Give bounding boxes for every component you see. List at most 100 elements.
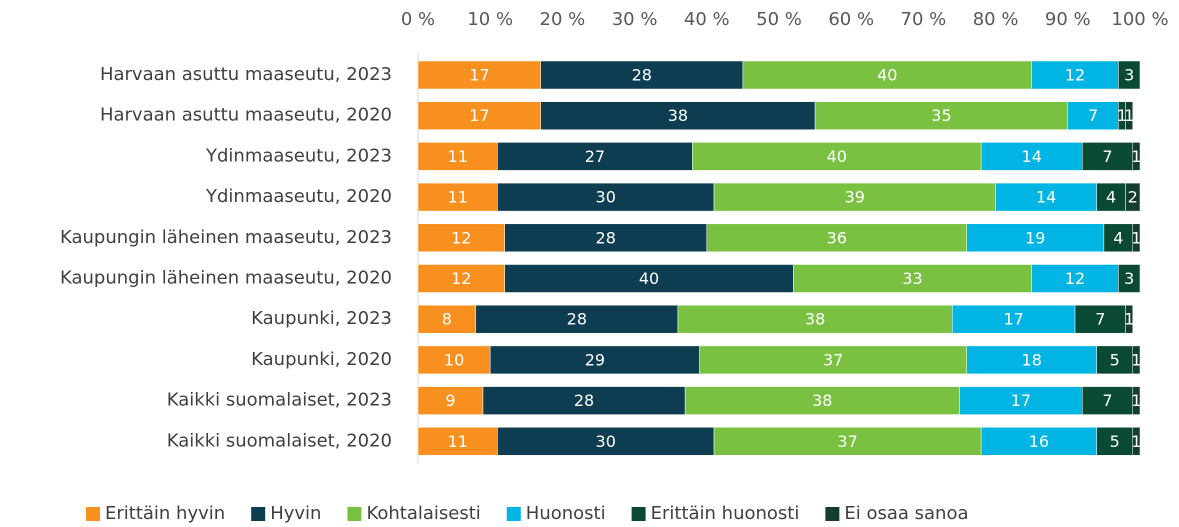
data-label: 35	[931, 106, 951, 125]
x-tick-label: 50 %	[756, 9, 802, 30]
data-label: 17	[1003, 310, 1023, 329]
data-label: 7	[1102, 391, 1112, 410]
data-label: 14	[1036, 188, 1056, 207]
data-label: 29	[585, 350, 605, 369]
bar-segment	[1132, 142, 1141, 171]
data-label: 1	[1131, 147, 1141, 166]
bar-segment	[1125, 304, 1134, 334]
data-label: 37	[823, 350, 843, 369]
data-label: 1	[1131, 391, 1141, 410]
bar-segment	[713, 427, 982, 456]
bar-segment	[1132, 345, 1141, 375]
data-label: 2	[1128, 188, 1138, 207]
data-label: 3	[1124, 66, 1134, 85]
bar-segment	[489, 345, 700, 375]
data-label: 38	[805, 310, 825, 329]
legend-label: Kohtalaisesti	[366, 503, 480, 524]
data-label: 7	[1095, 310, 1105, 329]
data-label: 3	[1124, 269, 1134, 288]
bar-segment	[699, 345, 967, 375]
data-label: 1	[1124, 106, 1134, 125]
bar-segment	[684, 386, 960, 415]
legend-swatch	[86, 507, 100, 521]
legend-swatch	[347, 507, 362, 521]
bar-segment	[497, 182, 715, 212]
data-label: 30	[596, 188, 616, 207]
category-label: Ydinmaaseutu, 2023	[205, 145, 392, 166]
data-label: 18	[1022, 350, 1042, 369]
x-tick-label: 10 %	[467, 9, 513, 30]
bar-segment	[1103, 223, 1134, 253]
category-label: Kaupunki, 2023	[251, 308, 392, 329]
category-label: Kaupungin läheinen maaseutu, 2023	[60, 227, 392, 248]
data-label: 11	[448, 147, 468, 166]
data-label: 12	[1065, 269, 1085, 288]
bar-segment	[959, 386, 1083, 415]
data-label: 1	[1131, 432, 1141, 451]
x-tick-label: 60 %	[828, 9, 874, 30]
data-label: 4	[1113, 228, 1123, 247]
legend-swatch	[825, 507, 840, 521]
legend-label: Huonosti	[526, 503, 606, 524]
x-tick-label: 90 %	[1045, 9, 1091, 30]
data-label: 38	[668, 106, 688, 125]
data-label: 12	[1065, 66, 1085, 85]
legend-swatch	[631, 507, 646, 521]
bar-segment	[417, 223, 505, 253]
bar-segment	[504, 223, 708, 253]
data-label: 12	[451, 269, 471, 288]
bar-segment	[504, 264, 794, 293]
bar-segment	[1132, 223, 1141, 253]
data-label: 40	[639, 269, 659, 288]
bar-segment	[417, 101, 541, 130]
data-label: 1	[1117, 106, 1127, 125]
bar-segment	[966, 223, 1105, 253]
bar-segment	[1081, 142, 1134, 171]
legend-swatch	[251, 507, 266, 521]
data-label: 17	[469, 106, 489, 125]
data-label: 27	[585, 147, 605, 166]
data-label: 17	[1011, 391, 1031, 410]
x-tick-label: 80 %	[973, 9, 1019, 30]
data-label: 7	[1102, 147, 1112, 166]
bar-segment	[1125, 182, 1141, 212]
data-label: 37	[837, 432, 857, 451]
legend-label: Ei osaa sanoa	[844, 503, 968, 524]
data-label: 36	[827, 228, 847, 247]
bar-segment	[417, 345, 491, 375]
bar-segment	[692, 142, 982, 171]
data-label: 17	[469, 66, 489, 85]
bar-segment	[417, 182, 498, 212]
x-tick-label: 100 %	[1111, 9, 1168, 30]
bar-segment	[793, 264, 1032, 293]
bar-segment	[497, 142, 693, 171]
bar-segment	[1081, 386, 1134, 415]
bar-segment	[417, 386, 484, 415]
category-label: Kaupunki, 2020	[251, 349, 392, 370]
bar-segment	[966, 345, 1097, 375]
bar-segment	[742, 60, 1032, 90]
data-label: 28	[632, 66, 652, 85]
bar-segment	[417, 304, 477, 334]
data-label: 16	[1029, 432, 1049, 451]
legend-label: Erittäin huonosti	[651, 503, 800, 524]
data-label: 19	[1025, 228, 1045, 247]
data-label: 1	[1131, 350, 1141, 369]
x-tick-label: 30 %	[612, 9, 658, 30]
category-label: Harvaan asuttu maaseutu, 2023	[100, 64, 392, 85]
bar-segment	[475, 304, 679, 334]
bar-segment	[540, 101, 816, 130]
bar-segment	[814, 101, 1069, 130]
data-label: 11	[448, 432, 468, 451]
bar-segment	[1118, 264, 1141, 293]
bar-segment	[417, 264, 505, 293]
data-label: 11	[448, 188, 468, 207]
data-label: 8	[442, 310, 452, 329]
data-label: 33	[902, 269, 922, 288]
x-tick-label: 70 %	[901, 9, 947, 30]
bar-segment	[1125, 101, 1134, 130]
bar-segment	[417, 60, 541, 90]
bar-segment	[1132, 386, 1141, 415]
data-label: 28	[574, 391, 594, 410]
